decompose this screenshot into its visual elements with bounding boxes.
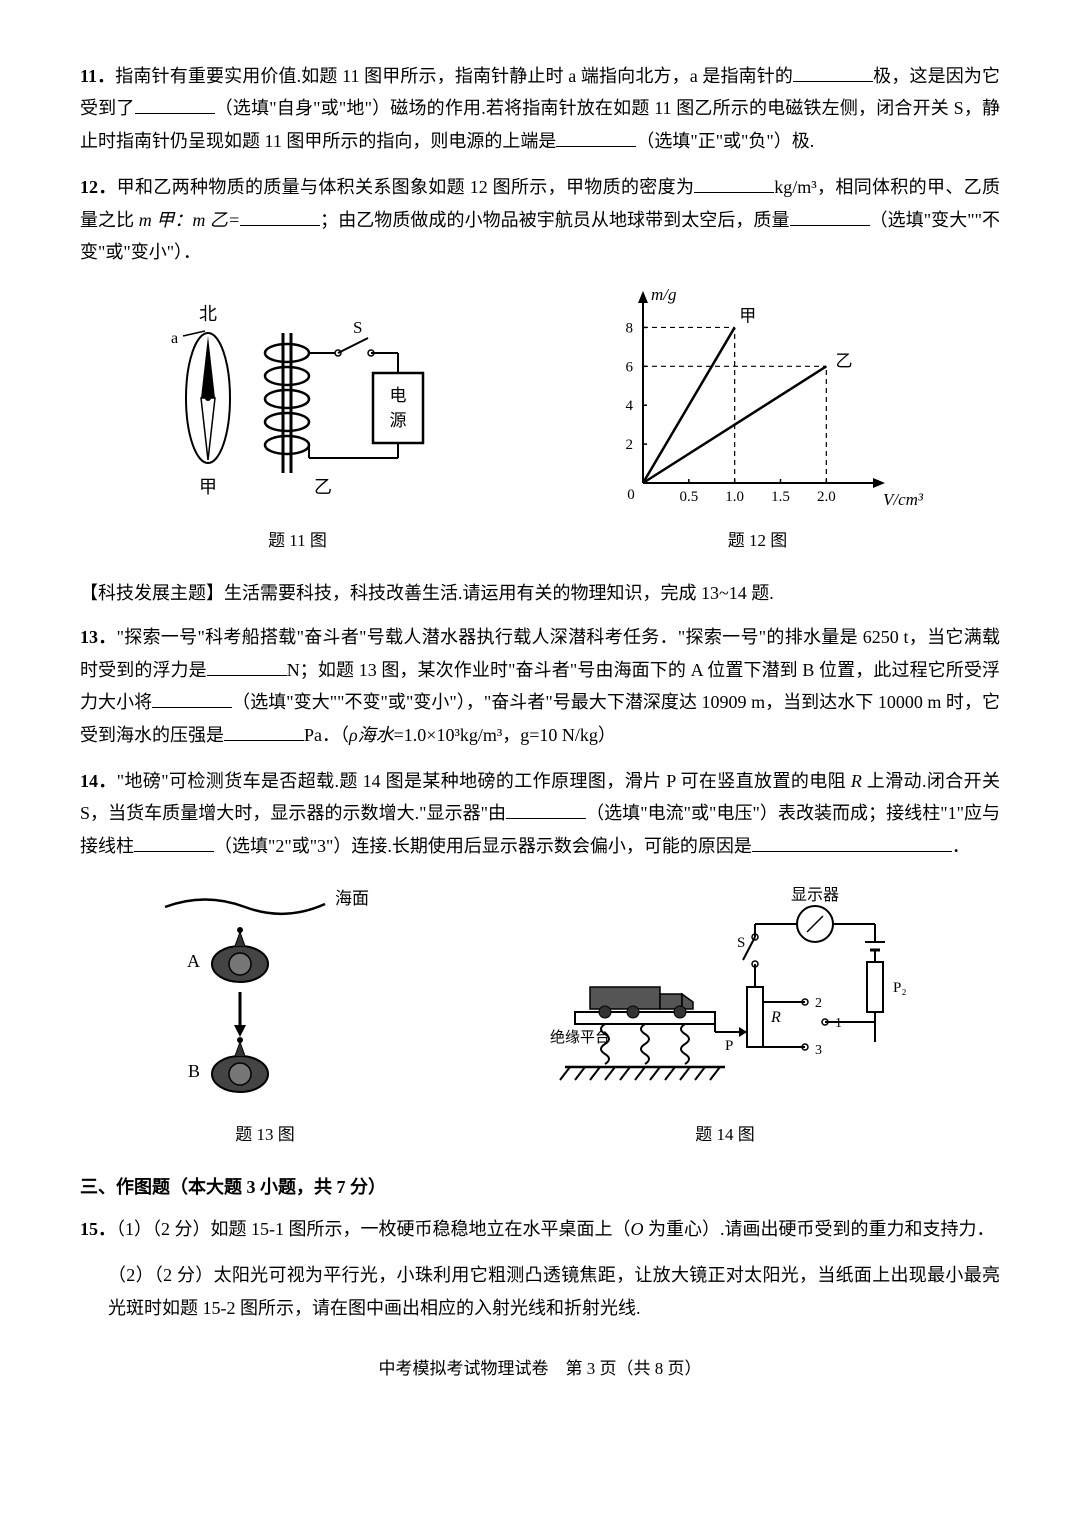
svg-text:V/cm³: V/cm³ [883,490,924,509]
fig11-jia: 甲 [199,477,217,497]
question-15-2: （2）（2 分）太阳光可视为平行光，小珠利用它粗测凸透镜焦距，让放大镜正对太阳光… [80,1259,1000,1324]
blank[interactable] [694,172,774,194]
q15-p1-a: （1）（2 分）如题 15-1 图所示，一枚硬币稳稳地立在水平桌面上（ [116,1219,631,1239]
svg-text:甲: 甲 [739,307,756,326]
q11-text-3: （选填"自身"或"地"）磁场的作用.若将指南针放在如题 11 图乙所示的电磁铁左… [80,98,1000,150]
blank[interactable] [134,830,214,852]
fig11-s: S [353,318,362,337]
q14-text-3: （选填"2"或"3"）连接.长期使用后显示器示数会偏小，可能的原因是 [214,836,752,856]
fig13-b: B [188,1061,200,1081]
figure-11-svg: 北 a 甲 S [153,298,443,518]
figure-14-svg: 显示器 P₂ S R [515,882,935,1112]
fig14-t3: 3 [815,1043,822,1058]
question-15: 15．（1）（2 分）如题 15-1 图所示，一枚硬币稳稳地立在水平桌面上（O … [80,1213,1000,1245]
blank[interactable] [152,687,232,709]
q14-text-4: ． [952,836,970,856]
fig11-yi: 乙 [314,477,332,497]
q13-text-4: Pa．（ [304,725,349,745]
svg-text:乙: 乙 [835,352,852,371]
section-3-heading: 三、作图题（本大题 3 小题，共 7 分） [80,1171,1000,1203]
q15-number: 15． [80,1219,116,1239]
figure-12: m/g V/cm³ 0 0.5 1.0 1.5 2.0 2 4 6 8 甲乙 题 12 图 [588,288,928,557]
figure-13: 海面 A B 题 13 图 [145,882,385,1151]
figure-13-svg: 海面 A B [145,882,385,1112]
q12-ratio: m 甲：m 乙= [134,210,240,230]
question-13: 13．"探索一号"科考船搭载"奋斗者"号载人潜水器执行载人深潜科考任务．"探索一… [80,621,1000,751]
figure-14: 显示器 P₂ S R [515,882,935,1151]
blank[interactable] [556,125,636,147]
fig11-a: a [171,330,178,347]
question-11: 11．指南针有重要实用价值.如题 11 图甲所示，指南针静止时 a 端指向北方，… [80,60,1000,157]
svg-text:1.5: 1.5 [771,489,790,505]
blank[interactable] [752,830,952,852]
fig14-display: 显示器 [791,886,839,904]
blank[interactable] [135,93,215,115]
fig11-power-2: 源 [389,411,406,430]
page-footer: 中考模拟考试物理试卷 第 3 页（共 8 页） [80,1354,1000,1385]
section-note-tech: 【科技发展主题】生活需要科技，科技改善生活.请运用有关的物理知识，完成 13~1… [80,577,1000,609]
figure-11: 北 a 甲 S [153,298,443,557]
svg-text:1.0: 1.0 [725,489,744,505]
q14-text-1: "地磅"可检测货车是否超载.题 14 图是某种地磅的工作原理图，滑片 P 可在竖… [117,771,851,791]
q12-text-3: ；由乙物质做成的小物品被宇航员从地球带到太空后，质量 [320,210,789,230]
svg-text:m/g: m/g [651,288,677,304]
question-14: 14．"地磅"可检测货车是否超载.题 14 图是某种地磅的工作原理图，滑片 P … [80,765,1000,862]
q15-p1-b: 为重心）.请画出硬币受到的重力和支持力． [644,1219,995,1239]
q11-text-1: 指南针有重要实用价值.如题 11 图甲所示，指南针静止时 a 端指向北方，a 是… [115,66,793,86]
fig14-p: P [725,1038,733,1054]
fig11-caption: 题 11 图 [153,526,443,557]
svg-text:2.0: 2.0 [816,489,835,505]
q12-unit-1: kg/m³， [774,177,835,197]
q13-number: 13． [80,627,117,647]
blank[interactable] [240,204,320,226]
q13-rho: ρ海水 [349,725,394,745]
fig14-r: R [770,1009,781,1026]
svg-text:6: 6 [625,360,633,376]
blank[interactable] [790,204,870,226]
svg-text:4: 4 [625,399,633,415]
blank[interactable] [224,719,304,741]
fig12-caption: 题 12 图 [588,526,928,557]
svg-text:2: 2 [625,437,633,453]
q15-p2: （2）（2 分）太阳光可视为平行光，小珠利用它粗测凸透镜焦距，让放大镜正对太阳光… [108,1265,1000,1317]
fig14-s: S [737,935,745,951]
svg-text:0.5: 0.5 [679,489,698,505]
fig14-t1: 1 [835,1016,842,1031]
figure-12-svg: m/g V/cm³ 0 0.5 1.0 1.5 2.0 2 4 6 8 甲乙 [588,288,928,518]
fig13-a: A [187,951,200,971]
figures-row-13-14: 海面 A B 题 13 图 显示器 [80,882,1000,1151]
figures-row-11-12: 北 a 甲 S [80,288,1000,557]
fig11-power-1: 电 [389,386,406,405]
q14-r: R [851,771,862,791]
fig13-caption: 题 13 图 [145,1120,385,1151]
fig14-p2: P₂ [893,980,907,996]
q12-number: 12． [80,177,117,197]
q11-text-4: （选填"正"或"负"）极. [636,131,814,151]
fig11-bei: 北 [199,304,217,324]
blank[interactable] [506,798,586,820]
q12-text-1: 甲和乙两种物质的质量与体积关系图象如题 12 图所示，甲物质的密度为 [117,177,695,197]
question-12: 12．甲和乙两种物质的质量与体积关系图象如题 12 图所示，甲物质的密度为 kg/… [80,171,1000,268]
q15-o: O [631,1219,644,1239]
fig13-sea: 海面 [335,889,369,908]
q13-text-5: =1.0×10³kg/m³，g=10 N/kg） [394,725,616,745]
svg-text:0: 0 [627,487,635,503]
blank[interactable] [207,654,287,676]
q14-number: 14． [80,771,117,791]
svg-text:8: 8 [625,321,633,337]
fig14-t2: 2 [815,996,822,1011]
q11-number: 11． [80,66,115,86]
blank[interactable] [793,60,873,82]
fig14-caption: 题 14 图 [515,1120,935,1151]
